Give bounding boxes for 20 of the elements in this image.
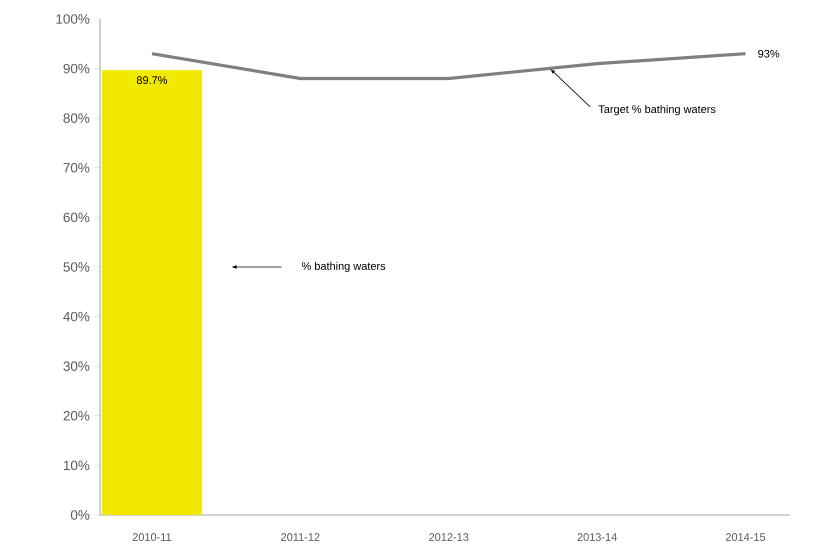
y-tick-label: 30% <box>63 361 90 371</box>
y-tick-label: 60% <box>64 212 90 222</box>
y-tick-label: 20% <box>64 411 90 421</box>
annotation: Target % bathing waters <box>598 105 716 116</box>
x-tick-label: 2012-13 <box>429 533 468 541</box>
x-tick-label: 2011-12 <box>281 533 320 541</box>
y-tick-label: 0% <box>70 510 90 520</box>
y-tick-label: 70% <box>64 163 90 173</box>
x-tick-label: 2014-15 <box>726 533 766 541</box>
y-tick-label: 80% <box>63 113 90 123</box>
x-tick-label: 2013-14 <box>578 533 617 541</box>
annotation: % bathing waters <box>302 262 386 272</box>
y-tick-label: 40% <box>63 312 90 322</box>
y-tick-label: 90% <box>64 64 90 74</box>
x-tick-label: 2010-11 <box>132 533 172 541</box>
y-tick-label: 100% <box>56 14 90 24</box>
data-label: 89.7% <box>136 76 168 84</box>
y-tick-label: 10% <box>64 460 90 470</box>
y-tick-label: 50% <box>63 262 90 272</box>
data-label: 93% <box>758 50 780 58</box>
